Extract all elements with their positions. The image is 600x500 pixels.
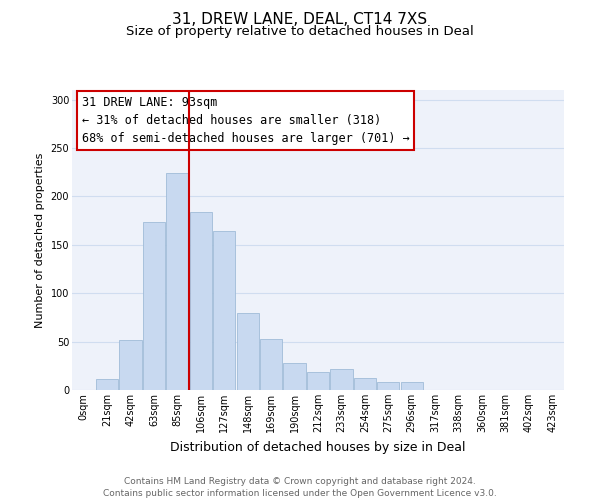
Text: 31, DREW LANE, DEAL, CT14 7XS: 31, DREW LANE, DEAL, CT14 7XS — [172, 12, 428, 28]
Bar — [143, 222, 165, 390]
Bar — [190, 212, 212, 390]
Bar — [331, 368, 353, 390]
X-axis label: Distribution of detached houses by size in Deal: Distribution of detached houses by size … — [170, 440, 466, 454]
Bar — [96, 380, 118, 390]
Bar — [401, 382, 423, 390]
Text: Size of property relative to detached houses in Deal: Size of property relative to detached ho… — [126, 25, 474, 38]
Bar — [307, 372, 329, 390]
Bar — [119, 340, 142, 390]
Bar — [166, 173, 188, 390]
Y-axis label: Number of detached properties: Number of detached properties — [35, 152, 45, 328]
Bar — [236, 312, 259, 390]
Bar — [377, 382, 400, 390]
Text: Contains HM Land Registry data © Crown copyright and database right 2024.
Contai: Contains HM Land Registry data © Crown c… — [103, 476, 497, 498]
Bar — [354, 378, 376, 390]
Bar — [260, 338, 282, 390]
Bar — [283, 363, 305, 390]
Bar — [213, 232, 235, 390]
Text: 31 DREW LANE: 93sqm
← 31% of detached houses are smaller (318)
68% of semi-detac: 31 DREW LANE: 93sqm ← 31% of detached ho… — [82, 96, 410, 145]
